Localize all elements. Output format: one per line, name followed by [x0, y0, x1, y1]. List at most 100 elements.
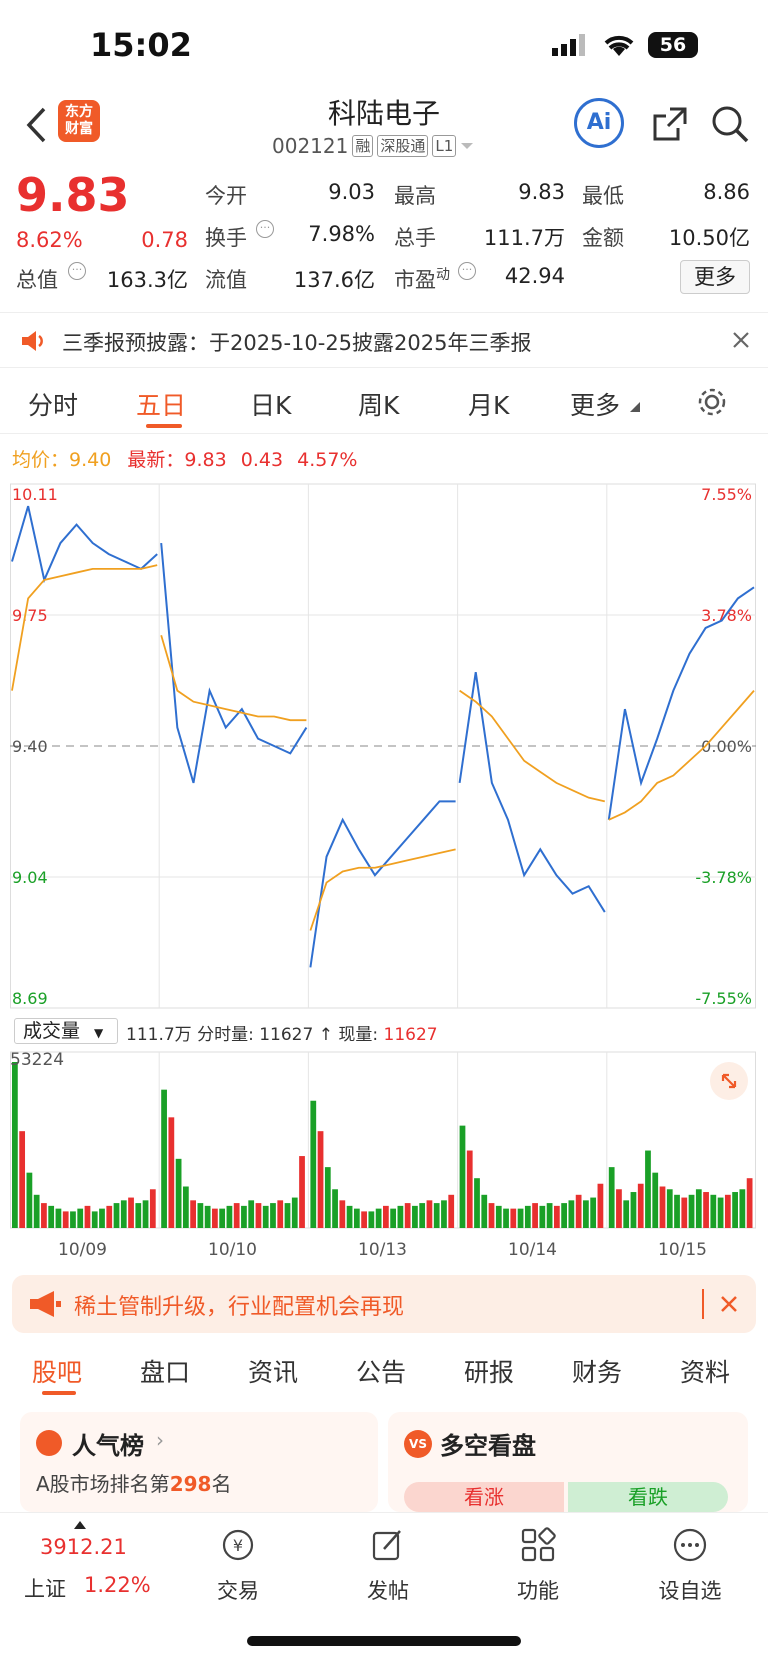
- tab-news[interactable]: 资讯: [248, 1358, 299, 1387]
- volume-chart[interactable]: 53224: [10, 1046, 756, 1236]
- volume-bar: [539, 1205, 546, 1228]
- settings-icon[interactable]: [696, 386, 728, 418]
- volume-bar: [412, 1205, 418, 1228]
- indicator-select[interactable]: 成交量 ▼: [14, 1018, 118, 1044]
- volume-bar: [284, 1203, 291, 1228]
- avg-price-line: [11, 564, 158, 691]
- tab-more[interactable]: 更多: [570, 391, 621, 420]
- stock-code: 002121: [272, 134, 349, 158]
- tab-financials[interactable]: 财务: [572, 1358, 623, 1387]
- turnover-label: 换手: [205, 226, 247, 250]
- volume-bar: [226, 1205, 233, 1228]
- tag-level: L1: [432, 135, 457, 157]
- more-quote-button[interactable]: 更多: [680, 260, 750, 294]
- nav-post[interactable]: 发帖: [367, 1579, 409, 1603]
- pct-tick-label: -3.78%: [695, 868, 752, 887]
- promo-banner[interactable]: 稀土管制升级，行业配置机会再现: [12, 1275, 756, 1333]
- vol-minute: 11627: [259, 1025, 314, 1045]
- volume-bar: [466, 1150, 473, 1228]
- avg-price-line: [608, 690, 755, 821]
- volume-bar: [339, 1200, 346, 1228]
- volume-bar: [346, 1205, 353, 1228]
- volume-bar: [390, 1208, 397, 1228]
- close-icon[interactable]: [720, 1295, 738, 1313]
- nav-trade[interactable]: 交易: [217, 1579, 259, 1603]
- amount-value: 10.50亿: [668, 226, 750, 250]
- popularity-card[interactable]: 人气榜 › A股市场排名第298名: [20, 1412, 378, 1512]
- expand-button[interactable]: [710, 1062, 748, 1100]
- tab-monthly-k[interactable]: 月K: [468, 391, 510, 420]
- volume-header: 成交量 ▼ 111.7万 分时量: 11627 ↑ 现量: 11627: [10, 1016, 756, 1046]
- tab-orderbook[interactable]: 盘口: [140, 1358, 191, 1387]
- tab-guba[interactable]: 股吧: [32, 1358, 83, 1387]
- share-icon[interactable]: [650, 104, 690, 144]
- tab-research[interactable]: 研报: [464, 1358, 515, 1387]
- volume-bar: [724, 1194, 731, 1228]
- bull-button[interactable]: 看涨: [404, 1482, 564, 1512]
- caret-down-icon[interactable]: [460, 141, 474, 151]
- tag-margin: 融: [352, 135, 374, 157]
- pct-tick-label: 0.00%: [701, 737, 752, 756]
- apps-grid-icon[interactable]: [520, 1527, 556, 1563]
- dropdown-corner-icon: [630, 402, 640, 412]
- ai-assistant-button[interactable]: Ai: [574, 98, 624, 148]
- vol-now: 11627: [383, 1025, 438, 1045]
- compose-icon[interactable]: [370, 1527, 406, 1563]
- tab-announcements[interactable]: 公告: [356, 1358, 407, 1387]
- volume-bar: [317, 1131, 324, 1228]
- date-label-5: 10/15: [658, 1240, 707, 1260]
- y-tick-label: 9.04: [12, 868, 48, 887]
- price-line: [458, 672, 606, 913]
- float-cap-value: 137.6亿: [293, 268, 375, 292]
- search-icon[interactable]: [710, 104, 750, 144]
- volume-bar: [212, 1208, 218, 1228]
- info-icon[interactable]: ···: [256, 220, 274, 238]
- tab-profile[interactable]: 资料: [680, 1358, 731, 1387]
- battery-icon: 56: [648, 32, 698, 58]
- volume-bar: [299, 1156, 305, 1228]
- avg-price-line: [459, 689, 606, 803]
- volume-bar: [426, 1200, 433, 1228]
- volume-bar: [55, 1208, 62, 1228]
- report-notice[interactable]: 三季报预披露：于2025-10-25披露2025年三季报: [0, 312, 768, 368]
- volume-bar: [630, 1192, 637, 1228]
- tab-intraday[interactable]: 分时: [28, 391, 79, 420]
- volume-bar: [732, 1192, 738, 1228]
- open-label: 今开: [205, 184, 247, 208]
- info-icon[interactable]: ···: [68, 262, 86, 280]
- caret-up-icon[interactable]: [74, 1521, 86, 1529]
- index-value[interactable]: 3912.21: [40, 1535, 127, 1559]
- nav-add-watchlist[interactable]: 设自选: [658, 1579, 722, 1603]
- five-day-chart[interactable]: 10.11 7.55% 9.75 3.78% 9.40 0.00% 9.04 -3.78% 8.…: [10, 478, 756, 1016]
- volume-bar: [532, 1203, 538, 1228]
- date-axis: 10/09 10/10 10/13 10/14 10/15: [10, 1238, 756, 1266]
- info-icon[interactable]: ···: [458, 262, 476, 280]
- close-icon[interactable]: [732, 331, 750, 349]
- volume-bar: [270, 1203, 276, 1228]
- tab-daily-k[interactable]: 日K: [250, 391, 292, 420]
- index-name[interactable]: 上证: [24, 1577, 66, 1601]
- tab-five-day[interactable]: 五日: [136, 391, 187, 420]
- price-line: [160, 542, 308, 784]
- volume-bar: [575, 1194, 582, 1228]
- stock-name: 科陆电子: [327, 97, 440, 130]
- volume-bar: [383, 1205, 389, 1228]
- vol-total: 111.7万: [126, 1025, 192, 1045]
- bear-button[interactable]: 看跌: [568, 1482, 728, 1512]
- promo-text: 稀土管制升级，行业配置机会再现: [74, 1295, 405, 1320]
- volume-bar: [739, 1189, 746, 1228]
- rank-number: 298: [169, 1472, 212, 1496]
- volume-bar: [248, 1200, 255, 1228]
- avg-label: 均价：: [12, 449, 70, 471]
- svg-text:¥: ¥: [233, 1536, 243, 1555]
- tab-weekly-k[interactable]: 周K: [358, 391, 400, 420]
- back-icon[interactable]: [24, 106, 48, 144]
- yuan-trade-icon[interactable]: ¥: [220, 1527, 256, 1563]
- volume-bar: [459, 1125, 466, 1228]
- bull-bear-card[interactable]: VS 多空看盘 看涨 看跌: [388, 1412, 748, 1512]
- volume-bar: [113, 1203, 120, 1228]
- nav-functions[interactable]: 功能: [517, 1579, 559, 1603]
- latest-value: 9.83: [184, 449, 227, 471]
- index-change[interactable]: 1.22%: [84, 1573, 151, 1597]
- more-dots-icon[interactable]: [672, 1527, 708, 1563]
